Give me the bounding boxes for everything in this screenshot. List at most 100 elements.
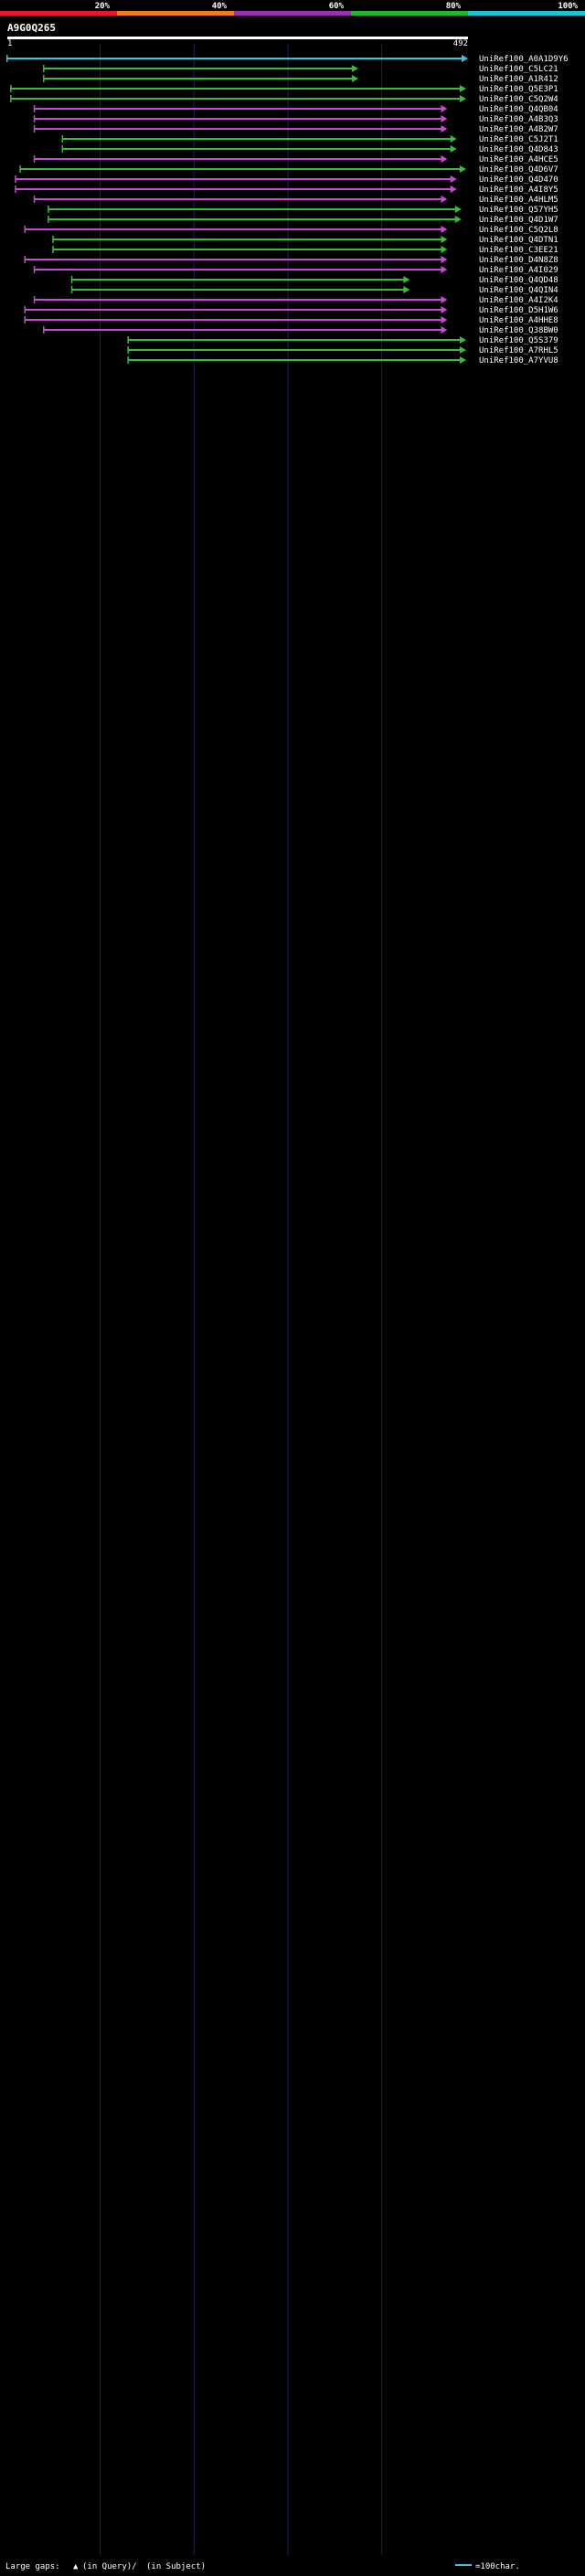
hit-row[interactable]: UniRef100_A4B3Q3 (33, 115, 558, 124)
hit-row[interactable]: UniRef100_A4HLM5 (33, 196, 558, 205)
hit-row[interactable]: UniRef100_Q4D6V7 (19, 165, 558, 175)
hit-start-tick (6, 55, 8, 62)
hit-row[interactable]: UniRef100_A4HCE5 (33, 155, 558, 164)
legend-large-gaps: Large gaps: (5, 2562, 60, 2571)
hit-start-tick (10, 85, 12, 92)
hit-start-tick (43, 326, 45, 334)
hit-start-tick (43, 65, 45, 72)
hit-start-tick (48, 206, 49, 213)
hit-row[interactable]: UniRef100_A4I2K4 (33, 296, 558, 305)
hit-arrowhead (441, 266, 448, 273)
hit-start-tick (33, 196, 36, 203)
hit-rows: UniRef100_A0A1D9Y6UniRef100_C5LC21UniRef… (6, 37, 569, 366)
hit-row[interactable]: UniRef100_Q4D843 (61, 145, 558, 154)
hit-arrowhead (441, 316, 448, 323)
hit-start-tick (15, 186, 16, 193)
hit-arrowhead (459, 336, 466, 344)
hit-row[interactable]: UniRef100_A4HHE8 (24, 316, 558, 325)
hit-start-tick (24, 316, 27, 323)
hit-arrowhead (450, 186, 457, 193)
hit-arrowhead (441, 115, 448, 122)
hit-label: UniRef100_A4I8Y5 (479, 186, 558, 195)
scale-label: 40% (212, 2, 228, 11)
hit-label: UniRef100_A1R412 (479, 75, 558, 84)
hit-row[interactable]: UniRef100_A7YVU8 (127, 356, 558, 366)
hit-row[interactable]: UniRef100_C3EE21 (52, 246, 558, 255)
hit-row[interactable]: UniRef100_Q4DTN1 (52, 236, 558, 245)
query-end-label: 492 (453, 39, 468, 48)
hit-label: UniRef100_Q4D1W7 (479, 216, 558, 225)
scale-segment (234, 11, 351, 16)
scale-label: 100% (558, 2, 578, 11)
hit-row[interactable]: UniRef100_A7RHL5 (127, 346, 558, 355)
hit-arrowhead (403, 286, 410, 293)
hit-label: UniRef100_A4B3Q3 (479, 115, 558, 124)
hit-row[interactable]: UniRef100_A0A1D9Y6 (6, 55, 569, 64)
legend-scale: =100char. (475, 2562, 520, 2571)
hit-row[interactable]: UniRef100_Q4QIN4 (70, 286, 558, 295)
hit-label: UniRef100_A7YVU8 (479, 356, 558, 366)
hit-row[interactable]: UniRef100_Q57YH5 (48, 206, 558, 215)
hit-label: UniRef100_Q4D6V7 (479, 165, 558, 175)
hit-row[interactable]: UniRef100_Q5S379 (127, 336, 558, 345)
hit-start-tick (127, 336, 129, 344)
scale-label: 80% (446, 2, 462, 11)
hit-start-tick (24, 226, 27, 233)
hit-row[interactable]: UniRef100_A4I029 (33, 266, 558, 275)
hit-row[interactable]: UniRef100_C5Q2L8 (24, 226, 558, 235)
hit-row[interactable]: UniRef100_A4B2W7 (33, 125, 558, 134)
hit-arrowhead (450, 175, 457, 183)
hit-start-tick (19, 165, 21, 173)
hit-start-tick (24, 256, 27, 263)
scale-segment (117, 11, 234, 16)
hit-start-tick (61, 135, 64, 143)
query-bar (7, 37, 468, 39)
hit-start-tick (24, 306, 27, 313)
hit-row[interactable]: UniRef100_Q4QD48 (70, 276, 558, 285)
hit-arrowhead (441, 125, 448, 133)
hit-arrowhead (441, 326, 448, 334)
hit-start-tick (70, 286, 73, 293)
hit-label: UniRef100_Q4QIN4 (479, 286, 558, 295)
legend-in-subject: (in Subject) (146, 2562, 206, 2571)
hit-label: UniRef100_A4I029 (479, 266, 558, 275)
hit-arrowhead (459, 95, 466, 102)
hit-arrowhead (441, 155, 448, 163)
hit-row[interactable]: UniRef100_Q4D470 (15, 175, 558, 185)
vertical-gridlines (100, 44, 383, 2555)
hit-label: UniRef100_Q5S379 (479, 336, 558, 345)
hit-arrowhead (441, 196, 448, 203)
hit-row[interactable]: UniRef100_Q4QB04 (33, 105, 558, 114)
hit-arrowhead (351, 75, 358, 82)
hit-label: UniRef100_Q4QD48 (479, 276, 558, 285)
hit-row[interactable]: UniRef100_C5J2T1 (61, 135, 558, 144)
hit-row[interactable]: UniRef100_Q5E3P1 (10, 85, 558, 94)
color-scale-bar (0, 11, 585, 16)
hit-start-tick (43, 75, 45, 82)
hit-row[interactable]: UniRef100_C5LC21 (43, 65, 558, 74)
hit-row[interactable]: UniRef100_D5H1W6 (24, 306, 558, 315)
hit-row[interactable]: UniRef100_C5Q2W4 (10, 95, 558, 104)
hit-label: UniRef100_D5H1W6 (479, 306, 558, 315)
hit-arrowhead (450, 135, 457, 143)
hit-row[interactable]: UniRef100_A1R412 (43, 75, 558, 84)
hit-row[interactable]: UniRef100_Q38BW0 (43, 326, 558, 335)
hit-start-tick (61, 145, 64, 153)
hit-arrowhead (454, 216, 462, 223)
hit-row[interactable]: UniRef100_Q4D1W7 (48, 216, 558, 225)
hit-row[interactable]: UniRef100_D4N8Z8 (24, 256, 558, 265)
hit-arrowhead (441, 236, 448, 243)
hit-start-tick (52, 236, 54, 243)
hit-label: UniRef100_Q4DTN1 (479, 236, 558, 245)
hit-row[interactable]: UniRef100_A4I8Y5 (15, 186, 558, 195)
scale-segment (351, 11, 468, 16)
hit-label: UniRef100_A4HLM5 (479, 196, 558, 205)
hit-start-tick (48, 216, 49, 223)
hit-arrowhead (403, 276, 410, 283)
hit-label: UniRef100_C5Q2W4 (479, 95, 558, 104)
hit-label: UniRef100_D4N8Z8 (479, 256, 558, 265)
hit-start-tick (33, 115, 36, 122)
hit-start-tick (10, 95, 12, 102)
hit-start-tick (70, 276, 73, 283)
hit-arrowhead (459, 165, 466, 173)
